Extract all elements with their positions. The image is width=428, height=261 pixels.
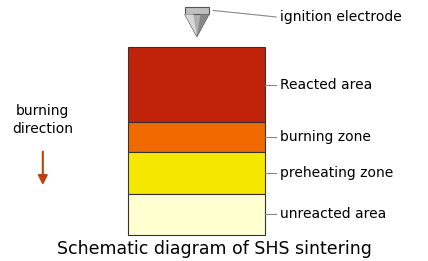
Text: Schematic diagram of SHS sintering: Schematic diagram of SHS sintering bbox=[56, 240, 372, 258]
Text: preheating zone: preheating zone bbox=[280, 166, 394, 180]
Bar bbox=[128, 47, 265, 122]
Bar bbox=[128, 194, 265, 235]
Text: burning zone: burning zone bbox=[280, 130, 371, 144]
Polygon shape bbox=[197, 14, 209, 37]
Bar bbox=[185, 7, 209, 14]
Polygon shape bbox=[185, 14, 197, 37]
Bar bbox=[128, 122, 265, 152]
Polygon shape bbox=[185, 14, 209, 37]
Text: burning
direction: burning direction bbox=[12, 104, 73, 136]
Text: unreacted area: unreacted area bbox=[280, 207, 386, 221]
Bar bbox=[128, 152, 265, 194]
Text: Reacted area: Reacted area bbox=[280, 78, 373, 92]
Text: ignition electrode: ignition electrode bbox=[280, 10, 402, 24]
